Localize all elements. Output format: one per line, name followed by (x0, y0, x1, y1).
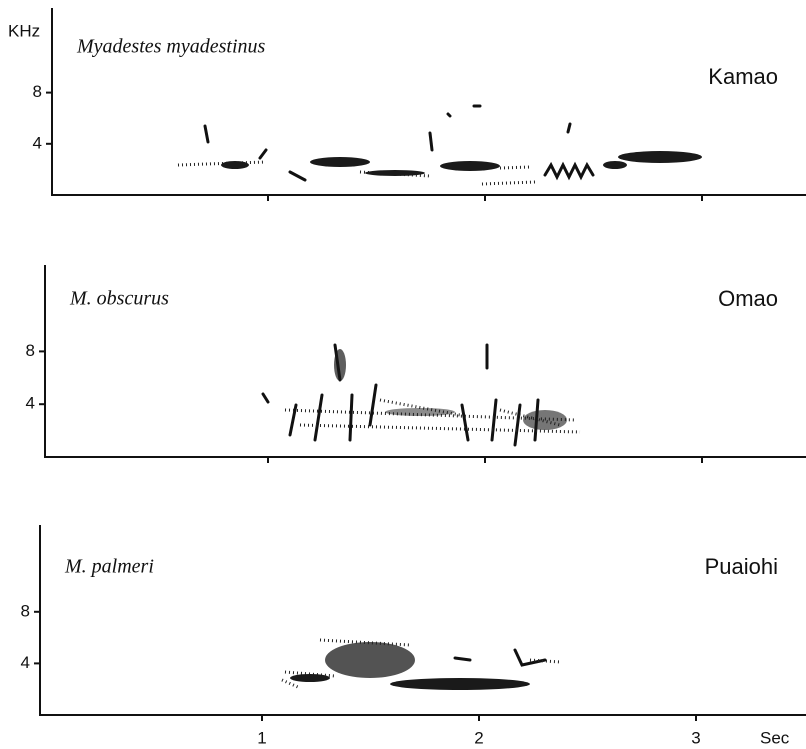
y-tick-label: 4 (21, 653, 30, 672)
x-tick-label: 3 (691, 728, 700, 747)
y-tick-label: 4 (33, 133, 42, 152)
spectrogram-omao (263, 345, 580, 445)
species-name: Myadestes myadestinus (76, 36, 266, 58)
spectrogram-kamao (178, 106, 702, 184)
common-name: Puaiohi (705, 554, 778, 579)
spectrogram-puaiohi (282, 640, 560, 690)
y-unit: KHz (8, 21, 40, 40)
species-name: M. palmeri (64, 556, 154, 578)
figure: Myadestes myadestinus Kamao 4 8 M. obscurus O… (0, 0, 806, 749)
species-name: M. obscurus (69, 288, 169, 310)
common-name: Kamao (708, 64, 778, 89)
y-tick-label: 8 (26, 341, 35, 360)
y-tick-label: 8 (33, 82, 42, 101)
common-name: Omao (718, 286, 778, 311)
x-unit: Sec (760, 728, 790, 747)
x-tick-label: 2 (474, 728, 483, 747)
x-tick-label: 1 (257, 728, 266, 747)
y-tick-label: 4 (26, 394, 35, 413)
y-tick-label: 8 (21, 601, 30, 620)
